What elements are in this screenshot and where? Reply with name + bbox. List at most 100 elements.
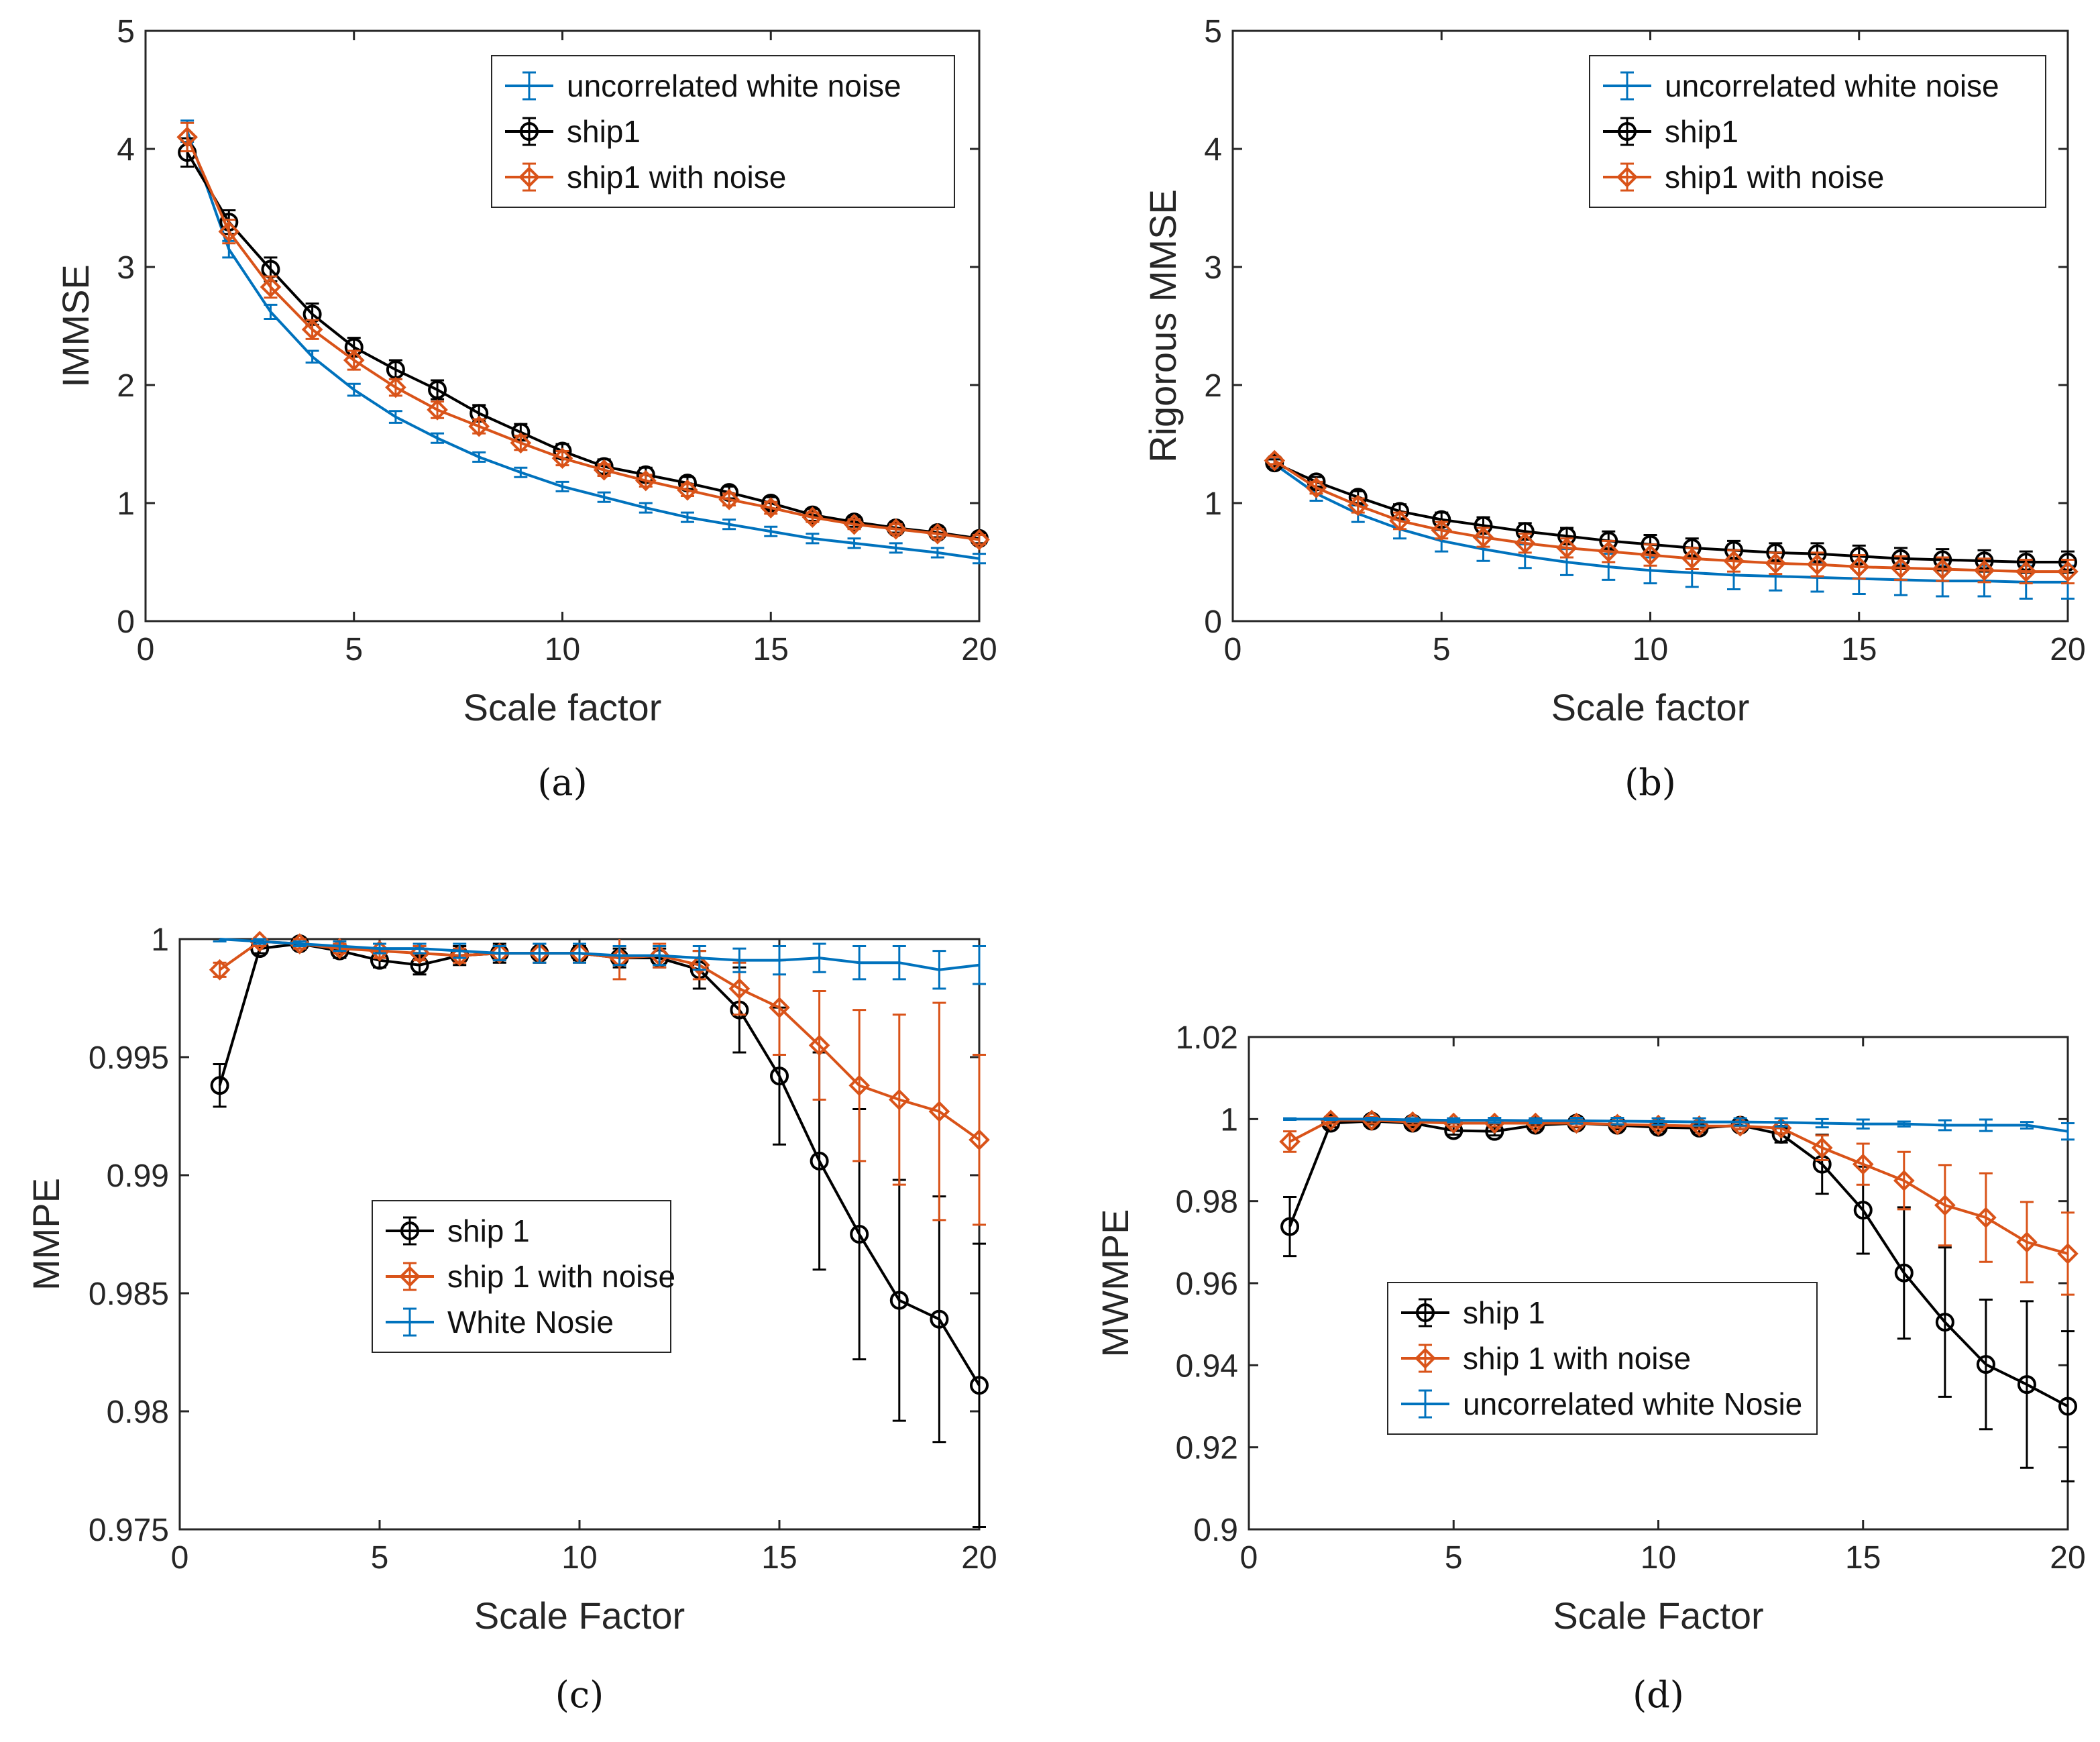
panel-d-xtick-label: 15 [1845, 1540, 1881, 1576]
data-point [488, 942, 510, 964]
data-point [1932, 558, 1954, 580]
legend-entry-label: ship 1 with noise [447, 1259, 675, 1294]
panel-a-xtick-label: 15 [753, 632, 789, 667]
panel-b-xtick-label: 5 [1433, 632, 1451, 667]
data-point [1305, 477, 1327, 498]
panel-c-ytick-label: 0.985 [89, 1276, 169, 1312]
data-point [1806, 553, 1828, 576]
panel-b-series-2 [1264, 449, 2079, 585]
panel-a-ytick-label: 2 [117, 368, 135, 404]
data-point [260, 276, 282, 298]
panel-b-legend: uncorrelated white noise ship1 ship1 with … [1589, 55, 2046, 208]
data-point [927, 523, 948, 545]
data-point [888, 1089, 910, 1111]
data-point [1723, 550, 1745, 572]
data-point [218, 221, 240, 243]
panel-d: 0 5 10 15 20 0.9 0.92 0.94 0.96 0.98 1 1.02 Scale Fa… [1094, 1020, 2086, 1716]
series-line [219, 938, 980, 971]
data-point [1893, 1170, 1915, 1191]
data-point [1975, 1207, 1997, 1228]
data-point [1279, 1131, 1301, 1152]
panel-c-ylabel: MMPE [25, 1178, 67, 1291]
panel-c-legend: ship 1 ship 1 with noise White Nosie [372, 1200, 675, 1353]
panel-d-ytick-label: 0.96 [1176, 1266, 1238, 1302]
panel-a-legend: uncorrelated white noise ship1 ship1 with … [491, 55, 955, 208]
data-point [808, 1034, 830, 1056]
data-point [1935, 1313, 1954, 1332]
data-point [385, 376, 406, 398]
data-point [769, 997, 790, 1018]
panel-c-ytick-label: 0.99 [107, 1158, 169, 1194]
panel-c-xtick-label: 20 [961, 1540, 997, 1576]
data-point [1770, 1117, 1792, 1139]
data-point [677, 479, 698, 501]
legend-entry-label: ship 1 [1463, 1295, 1545, 1330]
data-point [1431, 519, 1453, 541]
panel-c-xtick-label: 5 [371, 1540, 389, 1576]
panel-a-ytick-label: 4 [117, 132, 135, 168]
panel-d-ylabel: MWMPE [1094, 1209, 1136, 1358]
series-line [1290, 1118, 2068, 1133]
panel-b-ytick-label: 0 [1204, 604, 1222, 640]
data-point [1639, 544, 1661, 566]
data-point [551, 447, 573, 469]
panel-c-xlabel: Scale Factor [474, 1594, 685, 1637]
data-point [1514, 533, 1536, 554]
panel-b-ylabel: Rigorous MMSE [1142, 189, 1184, 463]
panel-c-xtick-label: 0 [171, 1540, 189, 1576]
panel-c-xtick-label: 15 [761, 1540, 797, 1576]
panel-a-ytick-label: 3 [117, 250, 135, 286]
data-point [760, 497, 782, 519]
panel-b-ytick-label: 4 [1204, 132, 1222, 168]
data-point [427, 399, 448, 421]
data-point [176, 126, 198, 148]
panel-d-xtick-label: 5 [1445, 1540, 1463, 1576]
data-point [449, 944, 471, 967]
data-point [209, 959, 231, 981]
data-point [969, 529, 990, 551]
data-point [2058, 1397, 2077, 1416]
panel-d-ytick-label: 1.02 [1176, 1020, 1238, 1056]
panel-c-ytick-label: 1 [151, 922, 169, 958]
data-point [1811, 1137, 1833, 1158]
data-point [343, 349, 365, 371]
data-point [408, 942, 431, 964]
panel-c: 0 5 10 15 20 0.975 0.98 0.985 0.99 0.995 1 Scale Fa… [25, 922, 997, 1716]
series-line [1274, 463, 2068, 584]
data-point [428, 380, 447, 400]
data-point [1598, 541, 1620, 562]
data-point [1765, 552, 1787, 574]
data-point [1681, 547, 1703, 569]
legend-swatch-marker [1616, 166, 1638, 188]
panel-b-xtick-label: 20 [2050, 632, 2085, 667]
legend-swatch-marker [520, 122, 539, 141]
data-point [1472, 527, 1494, 548]
panel-b-ytick-label: 1 [1204, 486, 1222, 522]
panel-b-ytick-label: 5 [1204, 14, 1222, 50]
panel-a-xtick-label: 5 [345, 632, 363, 667]
data-point [510, 432, 532, 454]
panel-a-xtick-label: 10 [545, 632, 580, 667]
panel-a-ytick-label: 5 [117, 14, 135, 50]
data-point [1853, 1201, 1873, 1220]
data-point [468, 415, 490, 437]
panel-d-series-2 [1283, 1116, 2075, 1141]
panel-d-ytick-label: 0.98 [1176, 1185, 1238, 1220]
data-point [810, 1151, 829, 1171]
panel-d-xlabel: Scale Factor [1553, 1594, 1763, 1637]
data-point [1894, 1263, 1914, 1283]
data-point [2015, 561, 2037, 582]
panel-b-xlabel: Scale factor [1551, 686, 1750, 728]
panel-a-caption: (a) [537, 761, 587, 804]
panel-b-ytick-label: 3 [1204, 250, 1222, 286]
data-point [593, 459, 615, 481]
data-point [889, 1291, 909, 1310]
data-point [970, 1376, 989, 1395]
data-point [634, 470, 657, 492]
panel-a-ytick-label: 0 [117, 604, 135, 640]
data-point [885, 518, 907, 540]
legend-entry-label: uncorrelated white Nosie [1463, 1386, 1802, 1421]
panel-a-series-0 [180, 119, 986, 565]
data-point [1973, 559, 1995, 582]
data-point [2016, 1232, 2038, 1253]
